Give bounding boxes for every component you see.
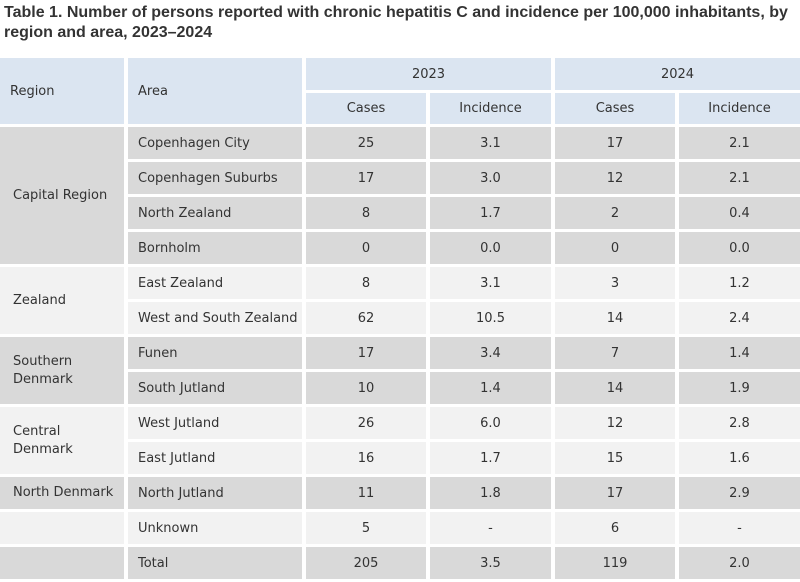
area-cell: Bornholm — [128, 232, 306, 267]
total-row: Total 205 3.5 119 2.0 — [0, 547, 800, 582]
area-cell: East Jutland — [128, 442, 306, 477]
cases-2023-cell: 8 — [306, 197, 430, 232]
cases-2024-cell: 2 — [555, 197, 679, 232]
region-name-line1: Central — [13, 423, 61, 439]
header-cases-2024: Cases — [555, 93, 679, 127]
incidence-2024-cell: 1.4 — [679, 337, 800, 372]
cases-2024-cell: 17 — [555, 127, 679, 162]
cases-2024-cell: 14 — [555, 302, 679, 337]
cases-2024-cell: 0 — [555, 232, 679, 267]
area-cell: Unknown — [128, 512, 306, 547]
incidence-2023-cell: 3.1 — [430, 267, 555, 302]
region-cell: Zealand — [0, 267, 128, 337]
header-region: Region — [0, 58, 128, 127]
cases-2023-cell: 16 — [306, 442, 430, 477]
region-name-line1: Southern — [13, 353, 73, 369]
area-cell: Funen — [128, 337, 306, 372]
header-cases-2023: Cases — [306, 93, 430, 127]
cases-2024-cell: 15 — [555, 442, 679, 477]
hepatitis-c-table: Region Area 2023 2024 Cases Incidence Ca… — [0, 58, 800, 582]
region-cell: Southern Denmark — [0, 337, 128, 407]
incidence-2023-cell: 6.0 — [430, 407, 555, 442]
incidence-2023-cell: 1.4 — [430, 372, 555, 407]
area-cell: Copenhagen Suburbs — [128, 162, 306, 197]
incidence-2023-cell: 3.4 — [430, 337, 555, 372]
cases-2023-cell: 10 — [306, 372, 430, 407]
region-name-line2: Denmark — [13, 441, 73, 457]
incidence-2023-cell: 3.1 — [430, 127, 555, 162]
table-row: Copenhagen Suburbs 17 3.0 12 2.1 — [0, 162, 800, 197]
cases-2023-cell: 17 — [306, 162, 430, 197]
incidence-2023-cell: 3.5 — [430, 547, 555, 582]
header-year-2024: 2024 — [555, 58, 800, 93]
incidence-2023-cell: 1.7 — [430, 442, 555, 477]
cases-2023-cell: 25 — [306, 127, 430, 162]
cases-2023-cell: 26 — [306, 407, 430, 442]
cases-2024-cell: 17 — [555, 477, 679, 512]
area-cell: Total — [128, 547, 306, 582]
incidence-2024-cell: 2.8 — [679, 407, 800, 442]
table-row: Southern Denmark Funen 17 3.4 7 1.4 — [0, 337, 800, 407]
table-row: South Jutland 10 1.4 14 1.9 — [0, 372, 800, 407]
cases-2023-cell: 11 — [306, 477, 430, 512]
incidence-2024-cell: 2.0 — [679, 547, 800, 582]
incidence-2024-cell: 1.2 — [679, 267, 800, 302]
area-cell: Copenhagen City — [128, 127, 306, 162]
region-cell: Capital Region — [0, 127, 128, 267]
table-row: Bornholm 0 0.0 0 0.0 — [0, 232, 800, 267]
area-cell: West Jutland — [128, 407, 306, 442]
table-title: Table 1. Number of persons reported with… — [4, 4, 788, 41]
incidence-2023-cell: 10.5 — [430, 302, 555, 337]
header-incidence-2023: Incidence — [430, 93, 555, 127]
table-row: West and South Zealand 62 10.5 14 2.4 — [0, 302, 800, 337]
incidence-2024-cell: 1.6 — [679, 442, 800, 477]
cases-2024-cell: 14 — [555, 372, 679, 407]
cases-2023-cell: 0 — [306, 232, 430, 267]
cases-2023-cell: 5 — [306, 512, 430, 547]
incidence-2023-cell: 3.0 — [430, 162, 555, 197]
area-cell: East Zealand — [128, 267, 306, 302]
header-incidence-2024: Incidence — [679, 93, 800, 127]
incidence-2023-cell: 1.7 — [430, 197, 555, 232]
table-row: East Jutland 16 1.7 15 1.6 — [0, 442, 800, 477]
cases-2024-cell: 3 — [555, 267, 679, 302]
incidence-2023-cell: 0.0 — [430, 232, 555, 267]
cases-2024-cell: 6 — [555, 512, 679, 547]
region-name-line2: Denmark — [13, 371, 73, 387]
cases-2023-cell: 62 — [306, 302, 430, 337]
region-cell — [0, 547, 128, 582]
incidence-2024-cell: 2.1 — [679, 162, 800, 197]
cases-2023-cell: 205 — [306, 547, 430, 582]
area-cell: South Jutland — [128, 372, 306, 407]
incidence-2024-cell: 0.4 — [679, 197, 800, 232]
region-cell — [0, 512, 128, 547]
cases-2024-cell: 12 — [555, 407, 679, 442]
incidence-2024-cell: 1.9 — [679, 372, 800, 407]
table-row: Zealand East Zealand 8 3.1 3 1.2 — [0, 267, 800, 337]
header-area: Area — [128, 58, 306, 127]
incidence-2024-cell: - — [679, 512, 800, 547]
table-row: Central Denmark West Jutland 26 6.0 12 2.… — [0, 407, 800, 477]
header-year-2023: 2023 — [306, 58, 555, 93]
cases-2024-cell: 12 — [555, 162, 679, 197]
cases-2023-cell: 8 — [306, 267, 430, 302]
cases-2023-cell: 17 — [306, 337, 430, 372]
incidence-2024-cell: 2.9 — [679, 477, 800, 512]
table-row: Capital Region Copenhagen City 25 3.1 17… — [0, 127, 800, 267]
incidence-2024-cell: 2.4 — [679, 302, 800, 337]
cases-2024-cell: 7 — [555, 337, 679, 372]
area-cell: North Zealand — [128, 197, 306, 232]
incidence-2023-cell: 1.8 — [430, 477, 555, 512]
region-cell: North Denmark — [0, 477, 128, 512]
incidence-2023-cell: - — [430, 512, 555, 547]
region-cell: Central Denmark — [0, 407, 128, 477]
area-cell: West and South Zealand — [128, 302, 306, 337]
area-cell: North Jutland — [128, 477, 306, 512]
cases-2024-cell: 119 — [555, 547, 679, 582]
table-row: Unknown 5 - 6 - — [0, 512, 800, 547]
table-row: North Zealand 8 1.7 2 0.4 — [0, 197, 800, 232]
incidence-2024-cell: 0.0 — [679, 232, 800, 267]
table-row: North Denmark North Jutland 11 1.8 17 2.… — [0, 477, 800, 512]
incidence-2024-cell: 2.1 — [679, 127, 800, 162]
